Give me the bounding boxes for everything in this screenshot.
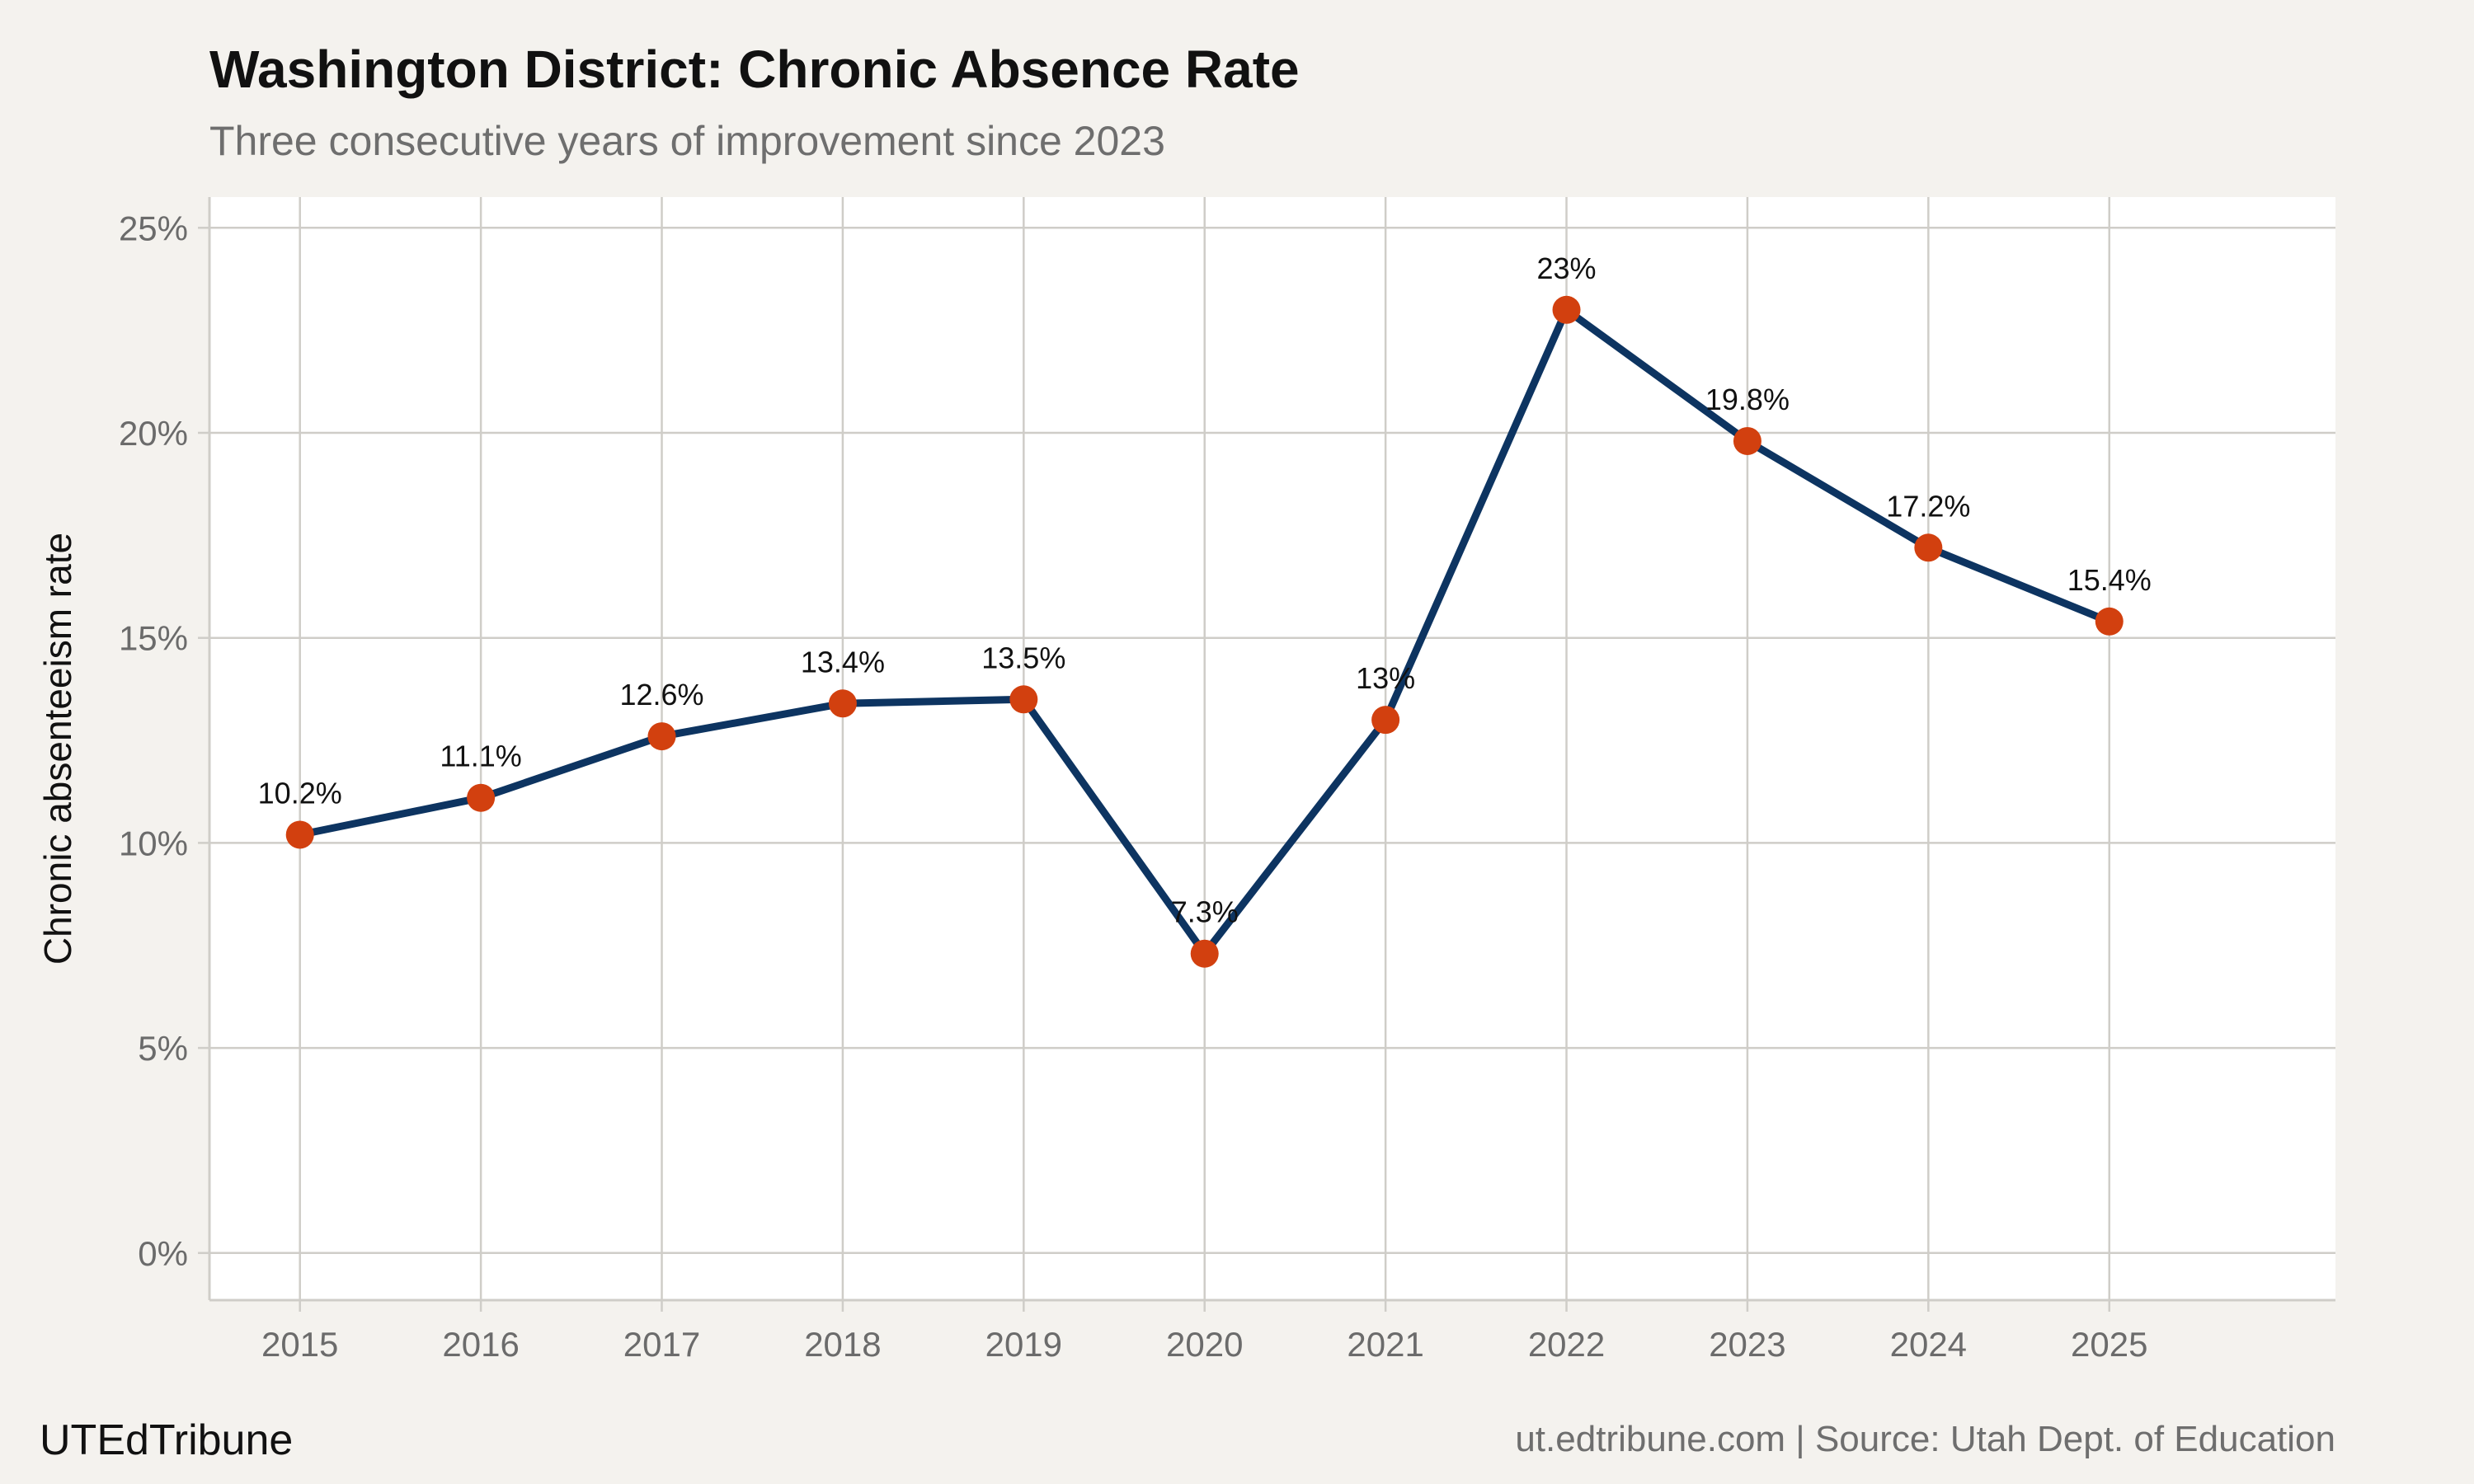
data-labels-layer: 10.2% 11.1% 12.6% 13.4% 13.5% 7.3% 13% 23% 19.8%… [258, 251, 2152, 929]
x-tick-label: 2017 [623, 1325, 700, 1364]
x-tick-label: 2019 [985, 1325, 1062, 1364]
data-label: 15.4% [2067, 563, 2152, 597]
data-point [1733, 426, 1761, 455]
y-tick-label: 0% [138, 1234, 188, 1273]
y-axis-ticks: 0% 5% 10% 15% 20% 25% [119, 209, 209, 1273]
data-label: 13.5% [981, 641, 1065, 674]
x-tick-label: 2021 [1347, 1325, 1423, 1364]
y-axis-label: Chronic absenteeism rate [36, 533, 79, 965]
chart-subtitle: Three consecutive years of improvement s… [209, 118, 1165, 164]
x-axis-ticks: 2015 2016 2017 2018 2019 2020 2021 2022 2023 2024… [261, 1300, 2147, 1364]
y-tick-label: 10% [119, 824, 188, 862]
footer-source: ut.edtribune.com | Source: Utah Dept. of… [1515, 1419, 2335, 1459]
chart-title: Washington District: Chronic Absence Rat… [209, 40, 1300, 99]
x-tick-label: 2016 [442, 1325, 519, 1364]
data-point [1371, 706, 1400, 735]
y-tick-label: 25% [119, 209, 188, 247]
x-tick-label: 2022 [1528, 1325, 1605, 1364]
x-tick-label: 2015 [261, 1325, 338, 1364]
data-point [2095, 607, 2124, 636]
data-point [828, 689, 857, 718]
points-layer [285, 295, 2124, 968]
data-point [1552, 295, 1581, 324]
grid-lines [209, 197, 2335, 1300]
y-tick-label: 5% [138, 1029, 188, 1068]
data-label: 10.2% [258, 776, 342, 810]
y-tick-label: 20% [119, 414, 188, 453]
y-tick-label: 15% [119, 619, 188, 658]
data-label: 19.8% [1705, 383, 1790, 416]
x-tick-label: 2020 [1166, 1325, 1243, 1364]
data-point [285, 820, 314, 849]
data-point [467, 783, 496, 812]
data-label: 11.1% [440, 740, 521, 773]
data-point [1009, 685, 1038, 714]
data-label: 23% [1537, 251, 1597, 285]
data-label: 13% [1356, 661, 1415, 695]
data-point [647, 722, 676, 751]
x-tick-label: 2023 [1709, 1325, 1785, 1364]
data-label: 7.3% [1171, 895, 1239, 929]
data-point [1914, 533, 1943, 562]
footer-brand: UTEdTribune [40, 1416, 293, 1464]
data-label: 17.2% [1886, 489, 1970, 523]
data-label: 13.4% [801, 645, 885, 679]
data-point [1190, 939, 1219, 968]
x-tick-label: 2018 [804, 1325, 881, 1364]
x-tick-label: 2024 [1890, 1325, 1967, 1364]
x-tick-label: 2025 [2071, 1325, 2147, 1364]
data-label: 12.6% [619, 678, 703, 711]
plot-panel [209, 197, 2335, 1300]
